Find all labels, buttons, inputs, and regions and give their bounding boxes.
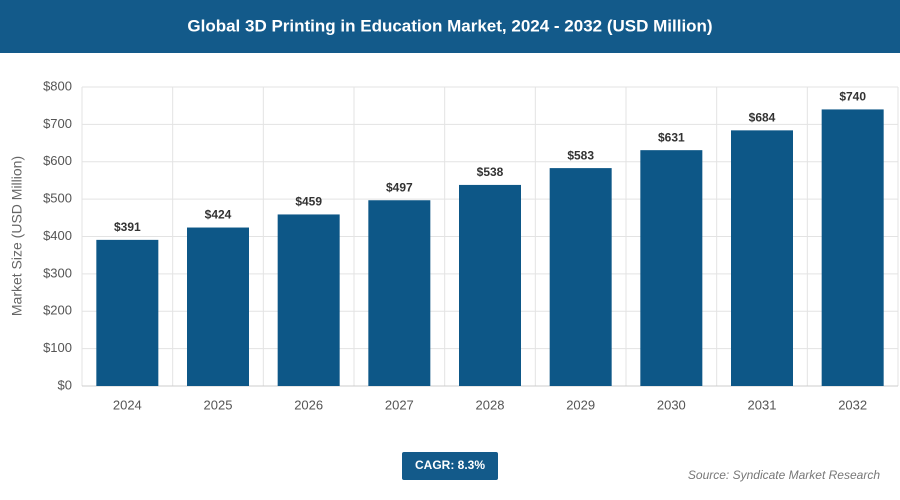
bar xyxy=(368,200,431,386)
x-tick-label: 2030 xyxy=(657,397,686,412)
bar xyxy=(277,214,340,386)
value-label: $583 xyxy=(567,148,594,162)
value-label: $740 xyxy=(839,90,866,104)
y-tick-label: $400 xyxy=(43,228,72,243)
value-label: $631 xyxy=(658,130,685,144)
y-tick-label: $300 xyxy=(43,265,72,280)
x-tick-label: 2024 xyxy=(113,397,142,412)
x-tick-label: 2025 xyxy=(204,397,233,412)
header-banner xyxy=(0,0,900,53)
x-tick-label: 2031 xyxy=(748,397,777,412)
x-tick-label: 2032 xyxy=(838,397,867,412)
value-label: $391 xyxy=(114,220,141,234)
x-tick-label: 2029 xyxy=(566,397,595,412)
value-label: $538 xyxy=(477,165,504,179)
y-tick-label: $800 xyxy=(43,78,72,93)
y-tick-label: $100 xyxy=(43,340,72,355)
y-tick-label: $700 xyxy=(43,116,72,131)
value-label: $459 xyxy=(295,195,322,209)
y-tick-label: $200 xyxy=(43,303,72,318)
value-label: $684 xyxy=(749,111,776,125)
y-tick-label: $600 xyxy=(43,153,72,168)
source-note: Source: Syndicate Market Research xyxy=(688,468,880,482)
bar xyxy=(549,168,612,386)
value-label: $497 xyxy=(386,180,413,194)
cagr-label: CAGR: 8.3% xyxy=(415,458,485,472)
bar xyxy=(821,109,884,387)
y-axis-label: Market Size (USD Million) xyxy=(9,156,25,316)
x-tick-label: 2028 xyxy=(476,397,505,412)
chart-title: Global 3D Printing in Education Market, … xyxy=(187,16,712,35)
x-tick-label: 2027 xyxy=(385,397,414,412)
bar xyxy=(459,184,521,386)
bar xyxy=(640,150,703,386)
bar xyxy=(187,227,249,386)
bar xyxy=(731,130,793,386)
cagr-badge xyxy=(402,452,498,480)
x-tick-label: 2026 xyxy=(294,397,323,412)
value-label: $424 xyxy=(205,208,232,222)
y-tick-label: $500 xyxy=(43,191,72,206)
bar xyxy=(96,239,159,386)
y-tick-label: $0 xyxy=(58,377,72,392)
